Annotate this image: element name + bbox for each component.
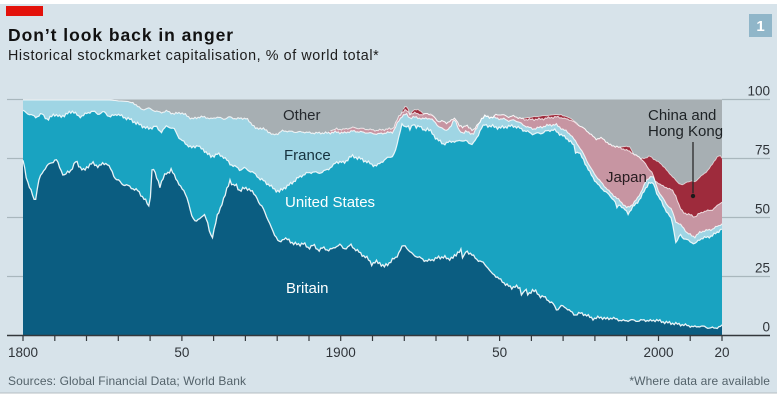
svg-text:50: 50	[174, 345, 189, 360]
svg-text:Sources: Global Financial Data: Sources: Global Financial Data; World Ba…	[8, 374, 247, 388]
svg-text:1: 1	[756, 18, 764, 35]
svg-text:2000: 2000	[643, 345, 673, 360]
svg-text:100: 100	[747, 84, 770, 99]
svg-text:1800: 1800	[8, 345, 38, 360]
svg-text:0: 0	[762, 320, 770, 335]
svg-text:Japan: Japan	[606, 169, 647, 186]
svg-text:United States: United States	[285, 194, 375, 211]
svg-text:50: 50	[755, 202, 770, 217]
svg-text:*Where data are available: *Where data are available	[629, 374, 770, 388]
svg-text:Don’t look back in anger: Don’t look back in anger	[8, 25, 234, 45]
svg-text:Britain: Britain	[286, 280, 329, 297]
svg-text:China and: China and	[648, 107, 716, 124]
svg-text:Other: Other	[283, 107, 321, 124]
svg-text:1900: 1900	[326, 345, 356, 360]
svg-text:25: 25	[755, 261, 770, 276]
svg-text:75: 75	[755, 143, 770, 158]
svg-text:France: France	[284, 147, 331, 164]
svg-text:50: 50	[492, 345, 507, 360]
svg-text:20: 20	[714, 345, 729, 360]
svg-text:Historical stockmarket capital: Historical stockmarket capitalisation, %…	[8, 48, 379, 64]
svg-text:Hong Kong: Hong Kong	[648, 123, 723, 140]
